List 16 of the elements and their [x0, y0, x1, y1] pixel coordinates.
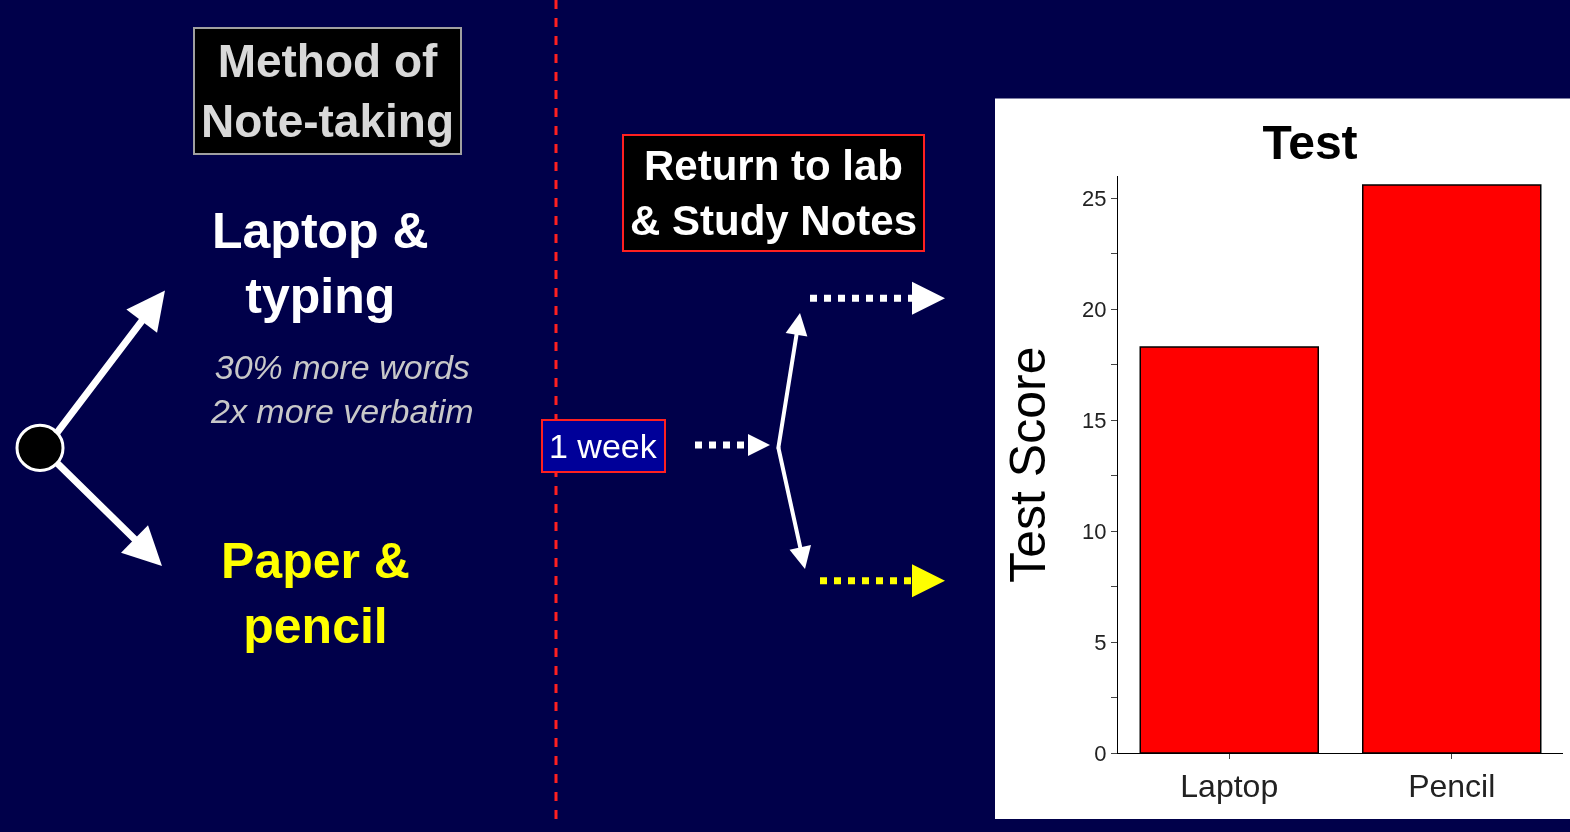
text: 1 week	[549, 427, 658, 465]
y-tick-label: 10	[1082, 518, 1107, 544]
x-tick-label: Laptop	[1180, 768, 1279, 805]
text: Method of Note-taking	[201, 35, 454, 147]
chart-title: Test	[1262, 115, 1358, 169]
text: Return to lab & Study Notes	[630, 142, 918, 244]
y-tick-label: 20	[1082, 297, 1107, 323]
y-tick-label: 0	[1094, 740, 1107, 766]
x-tick-label: Pencil	[1408, 768, 1496, 805]
text: Laptop & typing	[212, 203, 429, 324]
text: 30% more words 2x more verbatim	[210, 348, 474, 431]
y-axis-title: Test Score	[1000, 346, 1057, 583]
y-tick-label: 5	[1094, 629, 1107, 655]
text: Paper & pencil	[221, 533, 410, 654]
y-tick-label: 15	[1082, 407, 1107, 433]
y-tick-label: 25	[1082, 186, 1107, 212]
